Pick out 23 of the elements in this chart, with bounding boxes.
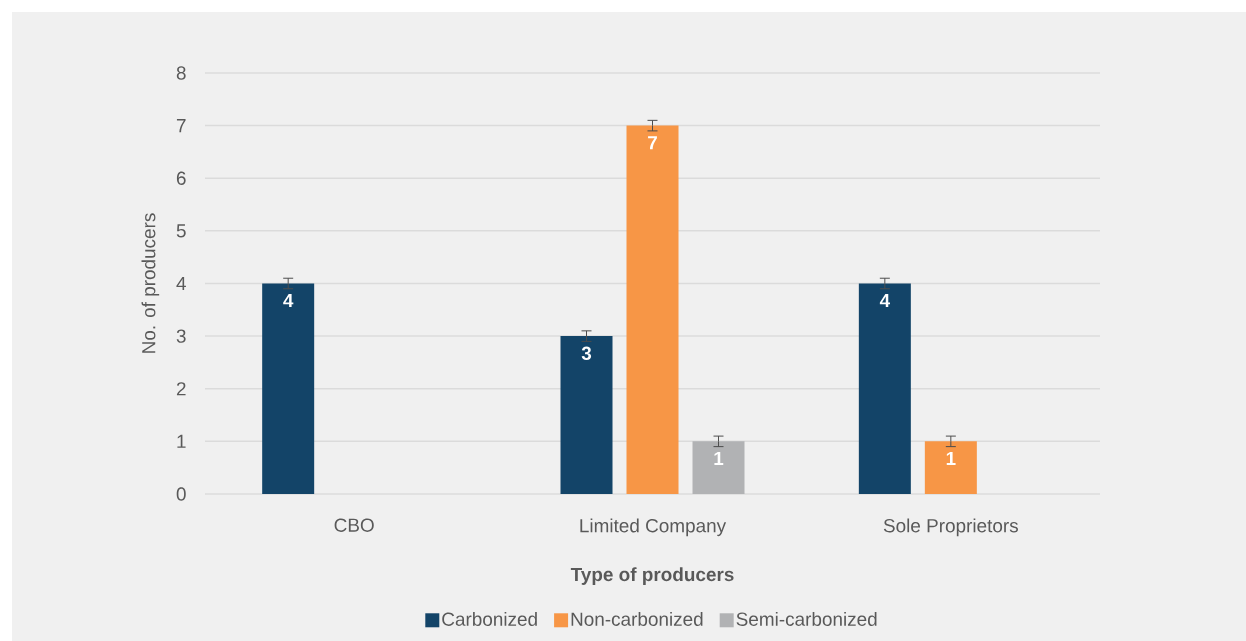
y-tick-label: 3 <box>176 329 186 343</box>
data-label: 3 <box>581 346 592 361</box>
y-tick-label: 8 <box>176 66 186 80</box>
data-label: 4 <box>879 294 890 308</box>
y-tick-label: 2 <box>176 382 186 396</box>
x-tick-label: Limited Company <box>580 518 727 537</box>
y-tick-label: 0 <box>176 487 186 501</box>
data-label: 1 <box>714 451 724 465</box>
x-tick-label: CBO <box>334 518 374 532</box>
data-label: 1 <box>946 451 956 465</box>
data-label: 4 <box>283 294 294 308</box>
y-tick-label: 1 <box>177 434 186 448</box>
legend-label: Semi-carbonized <box>736 612 877 626</box>
y-tick-label: 6 <box>176 171 186 185</box>
legend-label: Carbonized <box>442 612 537 626</box>
y-tick-label: 5 <box>176 224 186 238</box>
x-axis-title: Type of producers <box>570 567 734 585</box>
y-tick-label: 7 <box>176 119 186 133</box>
x-tick-label: Sole Proprietors <box>883 518 1018 537</box>
data-label: 7 <box>648 136 657 150</box>
y-axis-title: No. of producers <box>141 213 160 353</box>
legend-label: Non-carbonized <box>571 612 703 626</box>
y-tick-label: 4 <box>176 276 186 290</box>
